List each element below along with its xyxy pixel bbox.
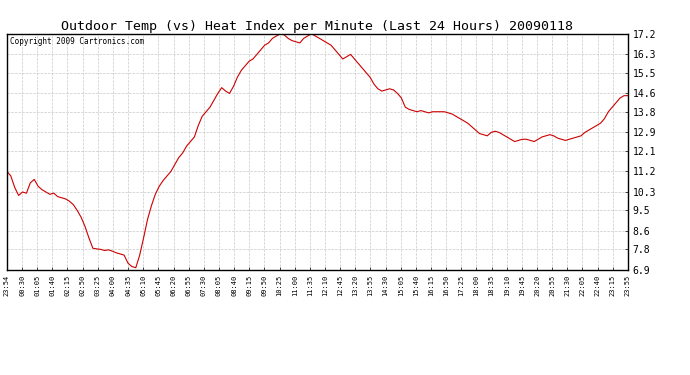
Text: Copyright 2009 Cartronics.com: Copyright 2009 Cartronics.com xyxy=(10,37,144,46)
Title: Outdoor Temp (vs) Heat Index per Minute (Last 24 Hours) 20090118: Outdoor Temp (vs) Heat Index per Minute … xyxy=(61,20,573,33)
